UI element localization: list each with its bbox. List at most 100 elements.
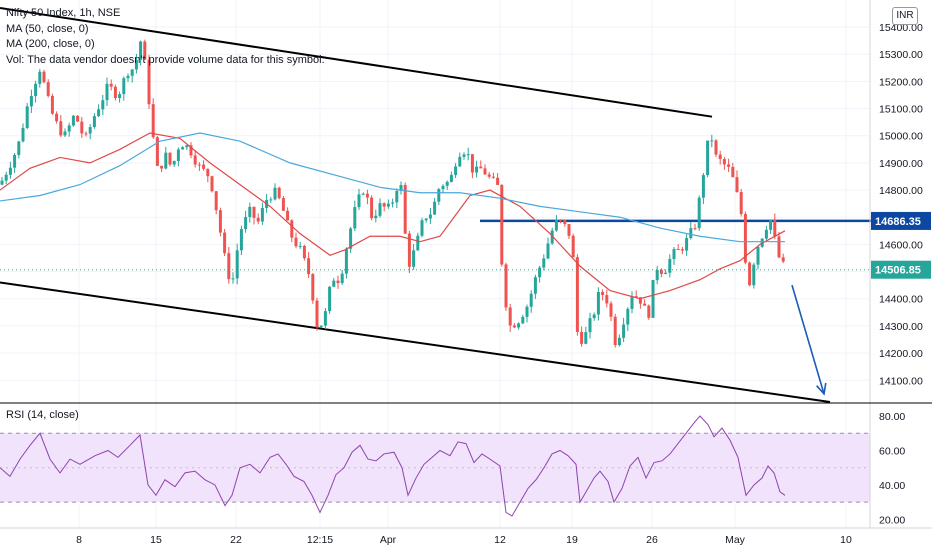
candle — [420, 217, 424, 238]
candle — [693, 223, 697, 231]
overlays — [0, 269, 870, 396]
candle-body — [743, 214, 747, 263]
candle — [382, 202, 386, 212]
candle-body — [118, 94, 122, 99]
rsi-legend[interactable]: RSI (14, close) — [6, 409, 79, 421]
candle-body — [50, 95, 54, 114]
candle-body — [168, 152, 172, 165]
candle — [189, 142, 193, 159]
candle — [34, 80, 38, 103]
rsi-series — [0, 415, 786, 517]
candle — [202, 160, 206, 171]
candle — [227, 247, 231, 284]
candle-body — [244, 217, 248, 230]
candle-body — [97, 109, 101, 117]
candle — [92, 113, 96, 129]
candle-body — [399, 185, 403, 191]
candle-body — [433, 201, 437, 215]
candle-body — [122, 78, 126, 95]
price-tick-label: 14300.00 — [879, 321, 923, 333]
candle — [441, 184, 445, 193]
candle-body — [197, 164, 201, 166]
candle — [239, 225, 243, 256]
candle-body — [210, 176, 214, 192]
candle-body — [470, 154, 474, 173]
candle — [407, 230, 411, 274]
candle — [273, 183, 277, 201]
candle-body — [386, 203, 390, 207]
candle — [370, 195, 374, 221]
candle-body — [613, 316, 617, 346]
candle-body — [357, 194, 361, 208]
time-tick-label: May — [725, 534, 746, 546]
candle-body — [164, 152, 168, 169]
candle — [538, 265, 542, 283]
candle — [718, 150, 722, 165]
candle — [424, 218, 428, 223]
candle-body — [176, 149, 180, 161]
candle — [685, 234, 689, 256]
candle — [168, 152, 172, 167]
candle-body — [680, 249, 684, 251]
candle-body — [59, 121, 63, 136]
candle-body — [407, 233, 411, 267]
candle — [458, 152, 462, 168]
time-tick-label: 26 — [646, 534, 658, 546]
lower-channel-line — [0, 281, 831, 403]
candle-body — [748, 262, 752, 286]
candle — [126, 73, 130, 83]
ma200-line — [0, 132, 785, 243]
candle — [634, 290, 638, 298]
candle — [475, 160, 479, 178]
candle — [584, 326, 588, 345]
candle — [554, 215, 558, 232]
candle-body — [252, 206, 256, 218]
candle-body — [722, 159, 726, 165]
candle — [0, 176, 4, 186]
candle — [294, 232, 298, 249]
candle — [319, 325, 323, 328]
time-tick-label: Apr — [380, 534, 397, 546]
candle-body — [4, 174, 8, 181]
candle — [374, 209, 378, 223]
candle — [483, 164, 487, 175]
candle-body — [395, 190, 399, 203]
legend-symbol[interactable]: Nifty 50 Index, 1h, NSE — [6, 7, 121, 19]
candle-body — [437, 189, 441, 202]
candle-body — [550, 230, 554, 244]
candle — [298, 241, 302, 249]
candle-body — [17, 141, 21, 155]
time-tick-label: 8 — [76, 534, 82, 546]
candle — [71, 114, 75, 127]
candle — [479, 160, 483, 169]
candle — [302, 244, 306, 261]
candle-body — [361, 193, 365, 195]
candle-body — [777, 236, 781, 258]
candle-body — [239, 229, 243, 251]
candle — [735, 170, 739, 193]
currency-badge[interactable]: INR — [892, 7, 918, 25]
candle-body — [391, 202, 395, 204]
candle — [697, 195, 701, 231]
candle — [181, 146, 185, 150]
legend-ma50[interactable]: MA (50, close, 0) — [6, 22, 89, 35]
candle-body — [697, 197, 701, 229]
candle — [176, 147, 180, 167]
candle — [185, 144, 189, 150]
candle — [281, 195, 285, 211]
candle-body — [735, 177, 739, 193]
legend-ma200[interactable]: MA (200, close, 0) — [6, 38, 95, 50]
candle-body — [344, 248, 348, 274]
candle — [508, 303, 512, 332]
candle — [25, 103, 29, 130]
price-tick-label: 15300.00 — [879, 49, 923, 61]
candle — [437, 188, 441, 206]
candle — [307, 252, 311, 278]
price-tick-label: 14600.00 — [879, 239, 923, 251]
candle — [563, 219, 567, 227]
candle — [63, 128, 67, 137]
candle — [155, 136, 159, 167]
candle — [777, 232, 781, 259]
candle-body — [655, 269, 659, 281]
candle — [260, 202, 264, 225]
